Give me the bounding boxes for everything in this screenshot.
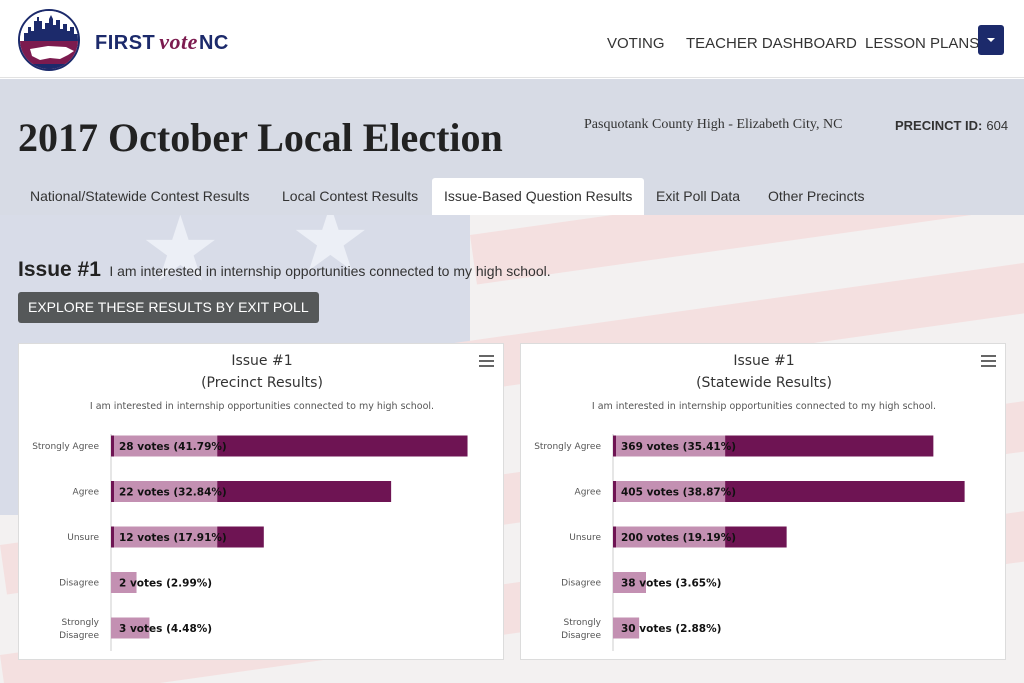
school-location: Pasquotank County High - Elizabeth City,… (584, 117, 843, 132)
category-label: Strongly (564, 618, 602, 628)
nav-lesson-plans[interactable]: LESSON PLANS (865, 35, 980, 52)
category-label: Agree (73, 488, 100, 498)
tab-issue-based-question-results[interactable]: Issue-Based Question Results (432, 178, 645, 215)
bar-label-background (114, 481, 218, 502)
category-label: Disagree (59, 631, 99, 641)
precinct-id-value: 604 (986, 118, 1009, 133)
category-label: Disagree (561, 579, 601, 589)
results-content: ★ ★ Issue #1 I am interested in internsh… (0, 215, 1024, 683)
precinct-results-chart: Issue #1 (Precinct Results) I am intereste… (18, 343, 504, 660)
bar-data-label: 28 votes (41.79%) (119, 441, 227, 453)
bar-chart: Issue #1 (Precinct Results) I am intereste… (32, 353, 468, 651)
bar-label-background (114, 435, 218, 457)
tab-national-statewide-results[interactable]: National/Statewide Contest Results (30, 188, 250, 204)
chart-caption: I am interested in internship opportunit… (592, 401, 936, 412)
category-label: Strongly (62, 618, 100, 628)
hamburger-menu-icon[interactable] (981, 355, 996, 367)
brand-vote: vote (159, 29, 198, 54)
bar-data-label: 369 votes (35.41%) (621, 441, 736, 453)
bar-label-background (616, 481, 726, 502)
brand-first: FIRST (95, 32, 156, 54)
bar-label-background (114, 526, 218, 548)
bar-label-background (616, 435, 726, 457)
chart-title: Issue #1 (231, 353, 292, 369)
category-label: Disagree (561, 631, 601, 641)
chart-title: Issue #1 (733, 353, 794, 369)
nav-teacher-dashboard[interactable]: TEACHER DASHBOARD (686, 35, 857, 52)
star-icon: ★ (290, 215, 371, 290)
statewide-results-chart: Issue #1 (Statewide Results) I am interest… (520, 343, 1006, 660)
category-label: Strongly Agree (534, 442, 601, 452)
tab-other-precincts[interactable]: Other Precincts (768, 188, 865, 204)
first-vote-nc-logo[interactable] (18, 9, 80, 71)
bar-data-label: 30 votes (2.88%) (621, 623, 721, 635)
caret-down-icon (987, 38, 995, 42)
bar-label-background (111, 572, 137, 593)
issue-heading: Issue #1 I am interested in internship o… (18, 258, 551, 282)
category-label: Unsure (569, 533, 601, 543)
bar-label-background (616, 526, 726, 548)
logo-skyline-icon (20, 11, 78, 69)
brand-nc: NC (198, 32, 229, 54)
page-title: 2017 October Local Election (18, 115, 503, 160)
bar-label-background (613, 572, 646, 593)
bar-chart: Issue #1 (Statewide Results) I am interest… (534, 353, 965, 651)
star-icon: ★ (140, 215, 221, 300)
category-label: Agree (575, 488, 602, 498)
bar-label-background (111, 617, 150, 639)
top-navbar: FIRST voteNC VOTING TEACHER DASHBOARD LES… (0, 0, 1024, 78)
hamburger-menu-icon[interactable] (479, 355, 494, 367)
bar-data-label: 22 votes (32.84%) (119, 487, 227, 499)
tab-local-contest-results[interactable]: Local Contest Results (282, 188, 419, 204)
bar-data-label: 3 votes (4.48%) (119, 623, 212, 635)
tab-exit-poll-data[interactable]: Exit Poll Data (656, 188, 741, 204)
category-label: Unsure (67, 533, 99, 543)
category-label: Disagree (59, 579, 99, 589)
election-header: 2017 October Local Election Pasquotank C… (0, 79, 1024, 215)
chart-caption: I am interested in internship opportunit… (90, 401, 434, 412)
issue-question: I am interested in internship opportunit… (109, 263, 551, 279)
bar-data-label: 405 votes (38.87%) (621, 487, 736, 499)
bar-data-label: 200 votes (19.19%) (621, 532, 736, 544)
nav-voting[interactable]: VOTING (607, 35, 665, 52)
issue-label: Issue #1 (18, 258, 101, 281)
bar-data-label: 12 votes (17.91%) (119, 532, 227, 544)
chart-subtitle: (Statewide Results) (696, 375, 832, 391)
bar-data-label: 38 votes (3.65%) (621, 578, 721, 590)
bar-label-background (613, 617, 640, 639)
brand-wordmark[interactable]: FIRST voteNC (95, 29, 229, 55)
precinct-id: PRECINCT ID: 604 (895, 118, 1008, 133)
category-label: Strongly Agree (32, 442, 99, 452)
bar-data-label: 2 votes (2.99%) (119, 578, 212, 590)
precinct-id-label: PRECINCT ID: (895, 118, 983, 133)
nav-dropdown-button[interactable] (978, 25, 1004, 55)
chart-subtitle: (Precinct Results) (201, 375, 323, 391)
explore-by-exit-poll-button[interactable]: EXPLORE THESE RESULTS BY EXIT POLL (18, 292, 319, 323)
